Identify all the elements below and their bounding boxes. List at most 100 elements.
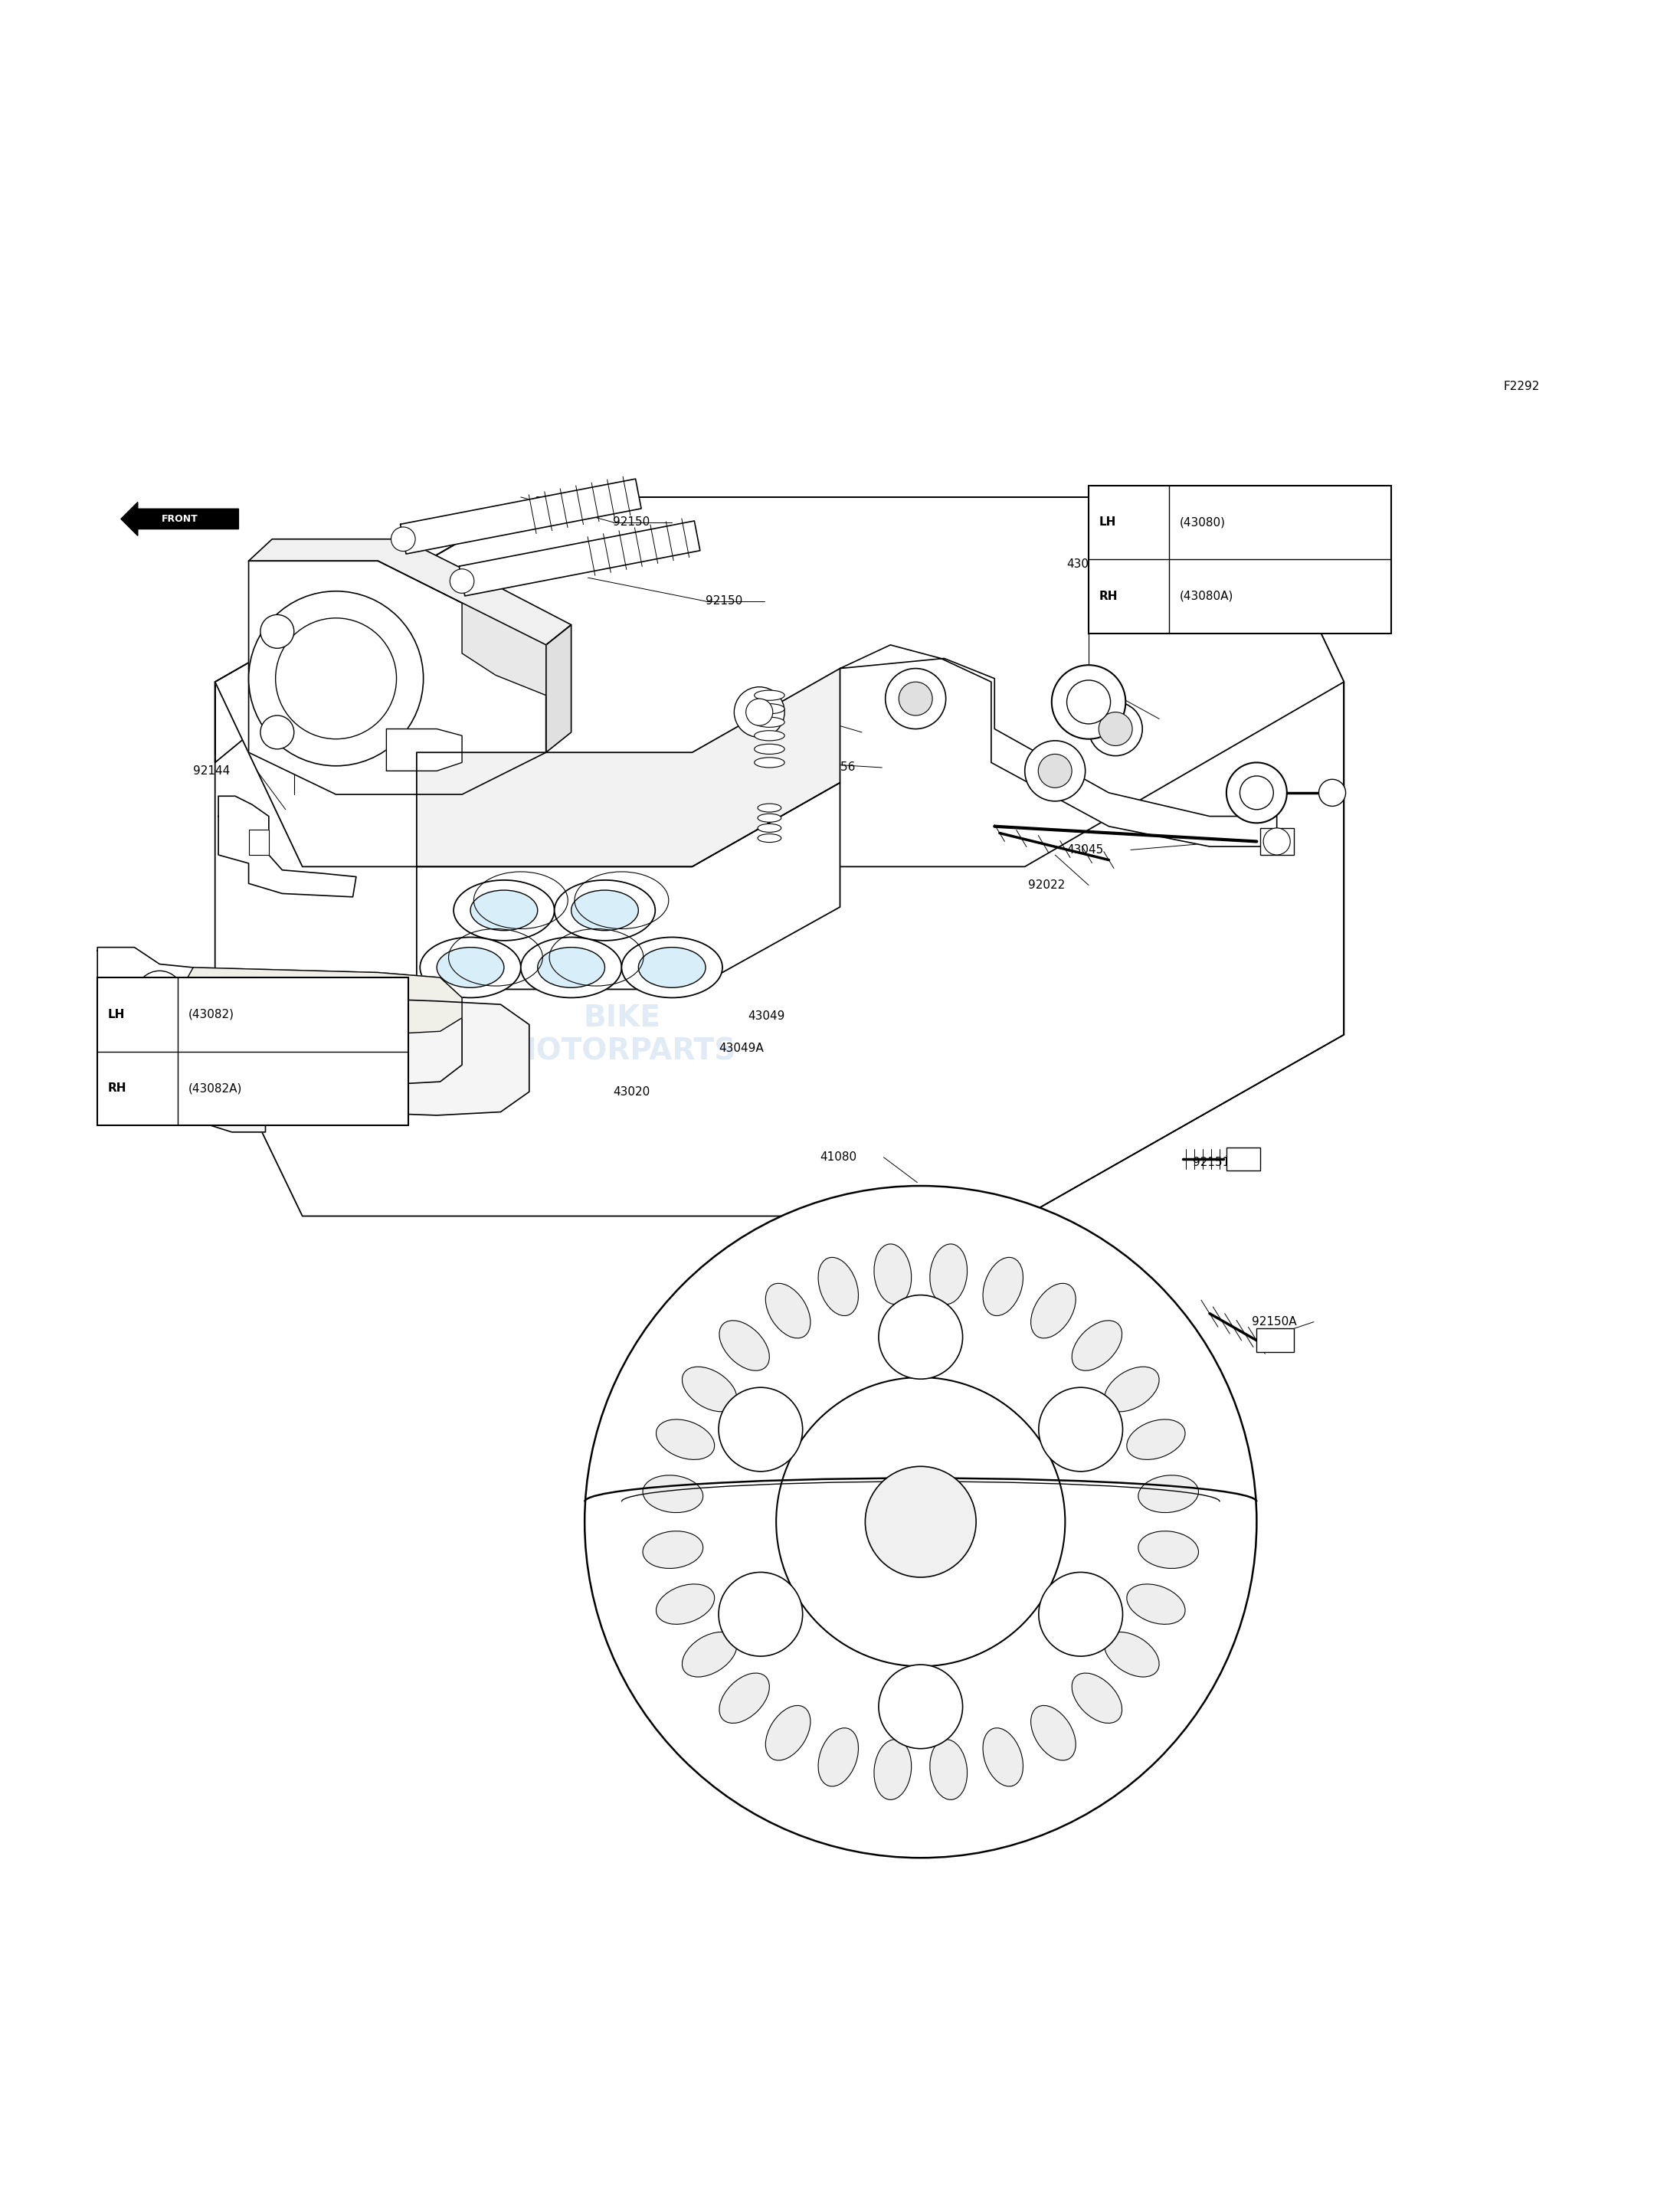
- Circle shape: [885, 668, 946, 729]
- Polygon shape: [249, 538, 571, 646]
- Polygon shape: [459, 521, 701, 595]
- Ellipse shape: [758, 835, 781, 841]
- Ellipse shape: [1038, 1573, 1122, 1657]
- Polygon shape: [249, 830, 269, 855]
- Ellipse shape: [554, 881, 655, 940]
- Ellipse shape: [754, 758, 785, 767]
- Ellipse shape: [538, 947, 605, 989]
- Polygon shape: [417, 782, 840, 989]
- Circle shape: [1052, 666, 1126, 738]
- Ellipse shape: [719, 1674, 769, 1722]
- Ellipse shape: [758, 804, 781, 813]
- Ellipse shape: [758, 813, 781, 822]
- Text: 49006: 49006: [1235, 791, 1272, 802]
- Bar: [1260, 828, 1294, 855]
- Ellipse shape: [879, 1294, 963, 1380]
- Text: 43082/A: 43082/A: [181, 1033, 230, 1044]
- Circle shape: [1067, 681, 1110, 723]
- Ellipse shape: [766, 1283, 810, 1338]
- Ellipse shape: [571, 890, 638, 932]
- Ellipse shape: [420, 938, 521, 997]
- Text: (43080): (43080): [1179, 516, 1225, 527]
- Bar: [97, 978, 408, 1125]
- Circle shape: [865, 1465, 976, 1577]
- Circle shape: [249, 591, 423, 767]
- Circle shape: [136, 971, 183, 1017]
- Ellipse shape: [1127, 1419, 1184, 1459]
- Circle shape: [585, 1186, 1257, 1859]
- Ellipse shape: [1072, 1320, 1122, 1371]
- Ellipse shape: [1139, 1474, 1198, 1512]
- Ellipse shape: [758, 824, 781, 833]
- Circle shape: [331, 1063, 375, 1107]
- Text: 41080: 41080: [820, 1151, 857, 1162]
- Ellipse shape: [643, 1531, 702, 1569]
- Bar: [1257, 1329, 1294, 1351]
- Circle shape: [260, 716, 294, 749]
- Ellipse shape: [682, 1632, 738, 1676]
- Ellipse shape: [1032, 1705, 1075, 1760]
- Polygon shape: [249, 560, 546, 795]
- Polygon shape: [386, 729, 462, 771]
- Circle shape: [260, 615, 294, 648]
- Circle shape: [210, 1002, 254, 1046]
- Text: 92150A: 92150A: [1252, 1316, 1297, 1327]
- Ellipse shape: [437, 947, 504, 989]
- Text: RH: RH: [108, 1083, 126, 1094]
- Ellipse shape: [818, 1729, 858, 1786]
- Polygon shape: [218, 795, 356, 896]
- Ellipse shape: [754, 732, 785, 740]
- Ellipse shape: [1139, 1531, 1198, 1569]
- Text: (43082A): (43082A): [188, 1083, 242, 1094]
- Circle shape: [259, 1030, 306, 1079]
- Text: F2292: F2292: [1504, 380, 1541, 391]
- Ellipse shape: [719, 1320, 769, 1371]
- Ellipse shape: [1104, 1367, 1159, 1413]
- Ellipse shape: [682, 1367, 738, 1413]
- Polygon shape: [97, 947, 462, 1103]
- Ellipse shape: [719, 1389, 803, 1472]
- Circle shape: [1038, 754, 1072, 789]
- Circle shape: [746, 699, 773, 725]
- Ellipse shape: [470, 890, 538, 932]
- Polygon shape: [400, 479, 642, 554]
- Circle shape: [1263, 828, 1290, 855]
- Text: FRONT: FRONT: [161, 514, 198, 523]
- Circle shape: [391, 527, 415, 551]
- Text: 92151: 92151: [1193, 1156, 1230, 1169]
- Ellipse shape: [622, 938, 722, 997]
- Text: 43049: 43049: [702, 850, 739, 861]
- Polygon shape: [168, 980, 529, 1131]
- Ellipse shape: [1072, 1674, 1122, 1722]
- Polygon shape: [462, 602, 546, 694]
- Ellipse shape: [874, 1740, 911, 1799]
- Text: (43080A): (43080A): [1179, 591, 1233, 602]
- Ellipse shape: [1104, 1632, 1159, 1676]
- Circle shape: [331, 1008, 375, 1052]
- Polygon shape: [160, 967, 462, 1035]
- Ellipse shape: [879, 1665, 963, 1749]
- Text: 43056: 43056: [818, 762, 855, 773]
- Circle shape: [899, 681, 932, 716]
- Ellipse shape: [754, 703, 785, 714]
- Text: 92150: 92150: [613, 516, 650, 527]
- Polygon shape: [840, 646, 1277, 846]
- Ellipse shape: [1038, 1389, 1122, 1472]
- Circle shape: [1226, 762, 1287, 824]
- Ellipse shape: [931, 1740, 968, 1799]
- Circle shape: [1319, 780, 1346, 806]
- Text: LH: LH: [108, 1008, 124, 1019]
- Ellipse shape: [754, 690, 785, 701]
- Text: 92144: 92144: [193, 765, 230, 778]
- Polygon shape: [215, 497, 1344, 866]
- Text: BIKE
MOTORPARTS: BIKE MOTORPARTS: [507, 1004, 736, 1066]
- Polygon shape: [417, 668, 840, 866]
- Circle shape: [1089, 703, 1142, 756]
- Ellipse shape: [643, 1474, 702, 1512]
- Ellipse shape: [1127, 1584, 1184, 1624]
- Circle shape: [1025, 740, 1085, 802]
- Text: 43020: 43020: [563, 914, 600, 925]
- Ellipse shape: [754, 716, 785, 727]
- Text: 92150: 92150: [706, 595, 743, 606]
- Circle shape: [734, 688, 785, 738]
